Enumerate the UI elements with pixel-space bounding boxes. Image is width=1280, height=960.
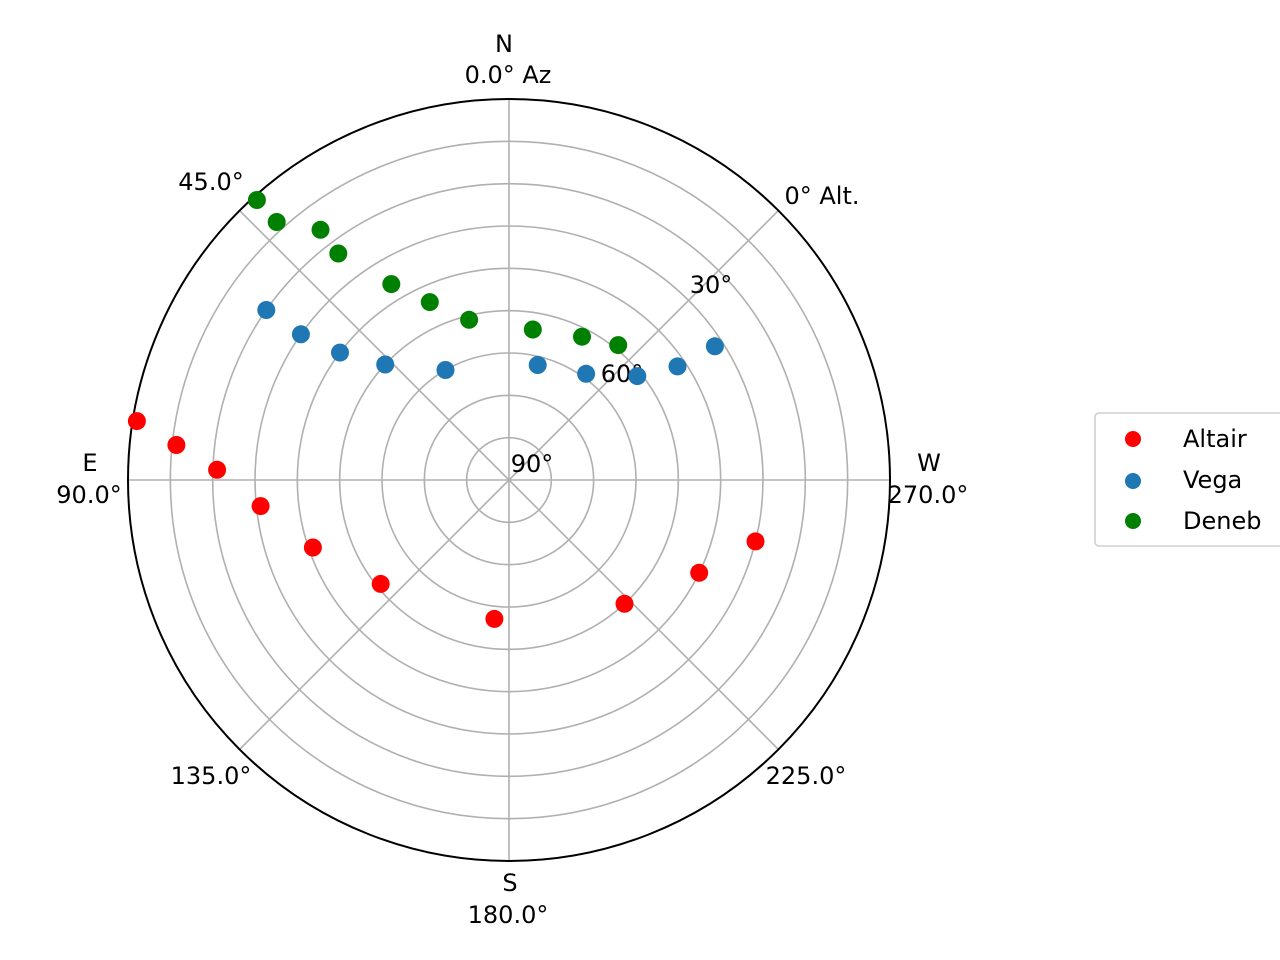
point-deneb-6 xyxy=(460,310,479,329)
polar-frame xyxy=(127,98,891,862)
point-altair-6 xyxy=(485,609,504,628)
azimuth-label-ne: 45.0° xyxy=(178,168,243,196)
azimuth-label-north-letter: N xyxy=(495,30,513,58)
point-vega-4 xyxy=(436,361,455,379)
point-altair-4 xyxy=(303,538,322,557)
legend-label-vega: Vega xyxy=(1183,466,1242,494)
point-deneb-4 xyxy=(382,275,401,294)
point-vega-9 xyxy=(705,337,724,356)
point-altair-2 xyxy=(208,460,227,479)
azimuth-label-east-angle: 90.0° xyxy=(56,481,121,509)
point-vega-3 xyxy=(376,355,395,374)
azimuth-label-west-letter: W xyxy=(917,449,941,477)
legend-marker-altair xyxy=(1125,431,1141,447)
azimuth-label-se: 135.0° xyxy=(171,762,252,790)
legend-box xyxy=(1094,412,1280,547)
point-vega-5 xyxy=(528,356,547,374)
grid-spoke-az-315 xyxy=(508,210,779,481)
grid xyxy=(128,99,890,861)
point-deneb-7 xyxy=(523,320,542,339)
point-vega-2 xyxy=(331,343,349,362)
data-points xyxy=(127,191,765,628)
point-deneb-1 xyxy=(267,213,286,231)
point-altair-1 xyxy=(167,436,186,454)
azimuth-label-west-angle: 270.0° xyxy=(888,481,969,509)
point-deneb-5 xyxy=(420,293,439,312)
legend: Altair Vega Deneb xyxy=(1094,412,1280,547)
azimuth-label-south-angle: 180.0° xyxy=(468,901,549,929)
point-deneb-2 xyxy=(311,220,330,239)
point-deneb-0 xyxy=(247,191,266,209)
point-altair-5 xyxy=(371,574,390,593)
point-altair-0 xyxy=(127,412,146,431)
point-deneb-3 xyxy=(329,244,348,263)
grid-spoke-az-225 xyxy=(508,479,779,750)
azimuth-label-south-letter: S xyxy=(502,869,517,897)
point-vega-6 xyxy=(577,364,596,383)
point-altair-7 xyxy=(615,594,634,613)
azimuth-label-sw: 225.0° xyxy=(766,762,847,790)
point-deneb-9 xyxy=(609,336,628,355)
point-vega-0 xyxy=(257,301,276,319)
azimuth-label-east-letter: E xyxy=(82,449,97,477)
point-altair-3 xyxy=(251,497,270,516)
point-vega-8 xyxy=(668,357,687,376)
legend-marker-deneb xyxy=(1125,513,1141,529)
altitude-tick-30: 30° xyxy=(690,271,733,299)
grid-spoke-az-45 xyxy=(239,210,510,481)
legend-label-deneb: Deneb xyxy=(1183,507,1261,535)
legend-marker-vega xyxy=(1125,473,1141,489)
point-vega-7 xyxy=(628,367,647,386)
altitude-zero-label: 0° Alt. xyxy=(784,182,859,210)
azimuth-label-north-angle: 0.0° Az xyxy=(465,61,552,89)
point-vega-1 xyxy=(291,325,310,344)
grid-spoke-az-135 xyxy=(239,479,510,750)
legend-label-altair: Altair xyxy=(1183,425,1247,453)
point-altair-8 xyxy=(690,563,709,582)
point-altair-9 xyxy=(746,532,765,551)
altitude-tick-90: 90° xyxy=(511,450,554,478)
point-deneb-8 xyxy=(573,327,591,346)
